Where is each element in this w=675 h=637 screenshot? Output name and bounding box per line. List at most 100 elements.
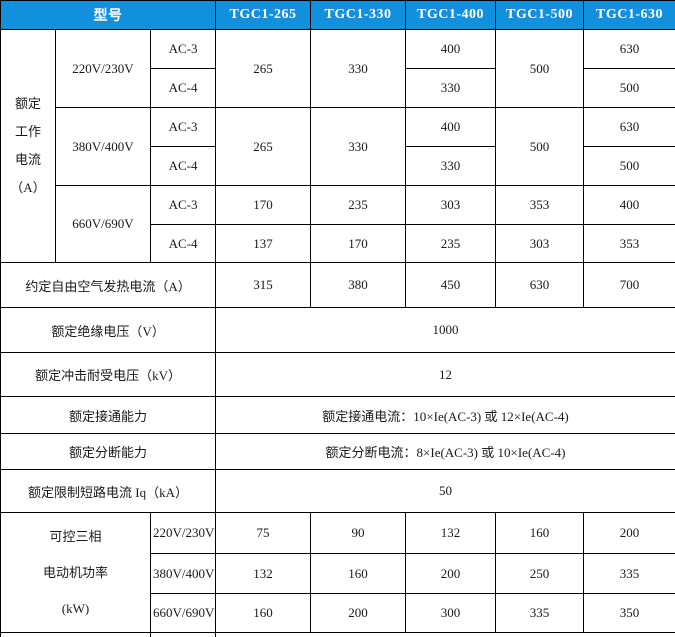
spec-label-impulse-voltage: 额定冲击耐受电压（kV） [0,352,217,397]
ac-class-cell: AC-3 [149,29,217,69]
current-value-cell: 630 [583,107,675,147]
label-line: （A） [10,180,46,195]
table-header-row: 型号 TGC1-265 TGC1-330 TGC1-400 TGC1-500 T… [0,0,675,30]
table-row: 约定自由空气发热电流（A） 315 380 450 630 700 [0,262,675,308]
partial-row-cell [0,632,151,637]
label-line: 电流 [14,152,41,167]
voltage-cell: 380V/400V [55,107,151,186]
voltage-cell: 380V/400V [149,553,217,594]
motor-power-label: 可控三相 电动机功率 (kW) [0,512,151,633]
current-value-cell: 265 [215,107,312,186]
current-value-cell: 500 [583,68,675,108]
label-line: 额定 [14,96,41,111]
table-row: 可控三相 电动机功率 (kW) 220V/230V 75 90 132 160 … [0,512,675,633]
current-value-cell: 330 [405,146,497,186]
power-value-cell: 160 [310,553,407,594]
voltage-cell: 660V/690V [55,185,151,263]
spec-label-making-capacity: 额定接通能力 [0,396,217,434]
power-value-cell: 335 [583,553,675,594]
current-value-cell: 170 [215,185,312,225]
partial-row [0,632,675,637]
power-value-cell: 200 [310,593,407,633]
model-name-tgc1-330: TGC1-330 [310,0,407,30]
current-value-cell: 330 [310,29,407,108]
current-value-cell: 400 [583,185,675,225]
spec-label-short-circuit-current: 额定限制短路电流 Iq（kA） [0,469,217,513]
ac-class-cell: AC-3 [149,185,217,225]
spec-value-cell: 315 [215,262,312,308]
power-value-cell: 132 [215,553,312,594]
ac-class-cell: AC-4 [149,224,217,263]
ac-class-cell: AC-4 [149,146,217,186]
power-value-cell: 250 [495,553,585,594]
voltage-cell: 660V/690V [149,593,217,633]
voltage-cell: 220V/230V [149,512,217,554]
power-value-cell: 200 [405,553,497,594]
current-value-cell: 137 [215,224,312,263]
rated-working-current-label: 额定 工作 电流 （A） [0,29,56,263]
voltage-cell: 220V/230V [55,29,151,108]
current-value-cell: 330 [405,68,497,108]
table-row: 额定 工作 电流 （A） 220V/230V AC-3 265 330 400 … [0,29,675,263]
spec-value-cell: 额定分断电流：8×Ie(AC-3) 或 10×Ie(AC-4) [215,433,675,470]
model-name-tgc1-400: TGC1-400 [405,0,497,30]
current-value-cell: 500 [495,29,585,108]
spec-value-cell: 1000 [215,307,675,353]
partial-row-cell [215,632,675,637]
label-line: (kW) [61,600,90,616]
table-row: AC-4 330 500 [1,146,675,186]
model-name-tgc1-265: TGC1-265 [215,0,312,30]
spec-label-thermal-current: 约定自由空气发热电流（A） [0,262,217,308]
model-header-cell: 型号 [0,0,217,30]
label-line: 电动机功率 [42,564,108,580]
current-value-cell: 400 [405,107,497,147]
model-name-tgc1-630: TGC1-630 [583,0,675,30]
spec-value-cell: 额定接通电流：10×Ie(AC-3) 或 12×Ie(AC-4) [215,396,675,434]
table-row: 380V/400V AC-3 265 330 400 500 630 [1,107,675,186]
spec-value-cell: 630 [495,262,585,308]
label-line: 可控三相 [49,528,102,544]
table-row: 额定绝缘电压（V） 1000 [0,307,675,353]
current-value-cell: 353 [583,224,675,263]
table-row: 380V/400V 132 160 200 250 335 [1,553,675,594]
table-row: 660V/690V 160 200 300 335 350 [1,593,675,633]
partial-row-cell [149,632,217,637]
spec-value-cell: 12 [215,352,675,397]
model-name-tgc1-500: TGC1-500 [495,0,585,30]
spec-value-cell: 700 [583,262,675,308]
power-value-cell: 335 [495,593,585,633]
label-line: 工作 [14,124,41,139]
current-value-cell: 353 [495,185,585,225]
table-row: AC-4 137 170 235 303 353 [1,224,675,263]
current-value-cell: 235 [405,224,497,263]
current-value-cell: 303 [495,224,585,263]
ac-class-cell: AC-3 [149,107,217,147]
current-value-cell: 265 [215,29,312,108]
power-value-cell: 160 [215,593,312,633]
current-value-cell: 500 [583,146,675,186]
power-value-cell: 160 [495,512,585,554]
table-row: 额定限制短路电流 Iq（kA） 50 [0,469,675,513]
power-value-cell: 200 [583,512,675,554]
spec-label-insulation-voltage: 额定绝缘电压（V） [0,307,217,353]
current-value-cell: 500 [495,107,585,186]
current-value-cell: 303 [405,185,497,225]
power-value-cell: 300 [405,593,497,633]
current-value-cell: 630 [583,29,675,69]
ac-class-cell: AC-4 [149,68,217,108]
power-value-cell: 350 [583,593,675,633]
power-value-cell: 90 [310,512,407,554]
table-row: 额定分断能力 额定分断电流：8×Ie(AC-3) 或 10×Ie(AC-4) [0,433,675,470]
spec-value-cell: 50 [215,469,675,513]
power-value-cell: 75 [215,512,312,554]
current-value-cell: 330 [310,107,407,186]
spec-value-cell: 450 [405,262,497,308]
current-value-cell: 235 [310,185,407,225]
table-row: 额定冲击耐受电压（kV） 12 [0,352,675,397]
spec-label-breaking-capacity: 额定分断能力 [0,433,217,470]
spec-value-cell: 380 [310,262,407,308]
current-value-cell: 170 [310,224,407,263]
table-row: 660V/690V AC-3 170 235 303 353 400 [1,185,675,263]
